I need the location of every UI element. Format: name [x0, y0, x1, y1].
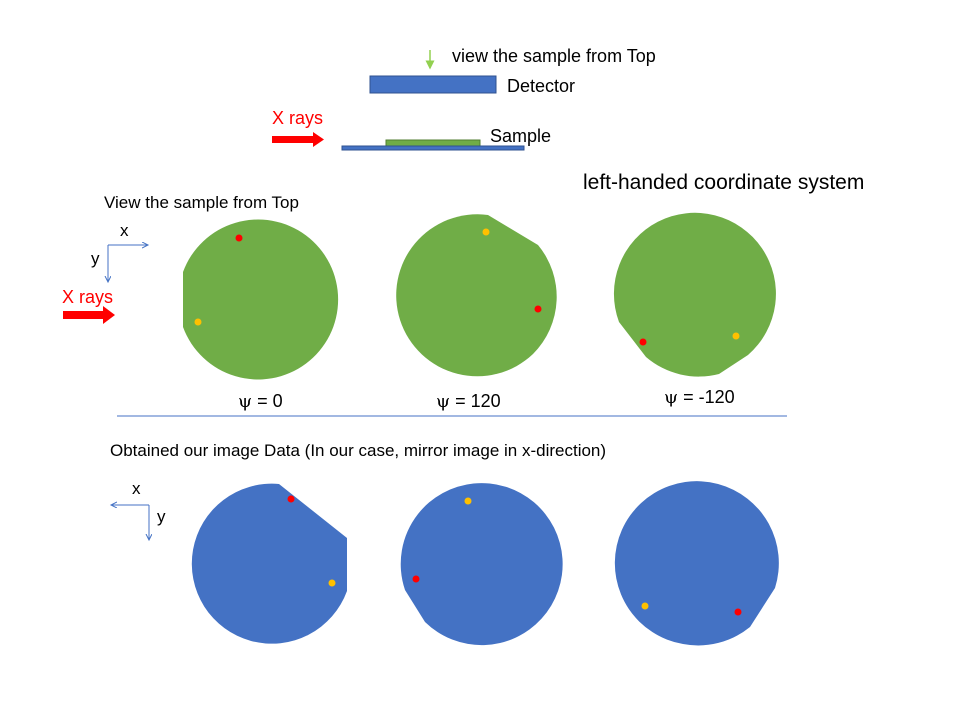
marker-dot-red — [734, 608, 742, 616]
marker-dot-yellow — [482, 228, 490, 236]
top-section-title: View the sample from Top — [104, 193, 299, 212]
psi-value: = 120 — [450, 391, 501, 411]
bottom-section-title: Obtained our image Data (In our case, mi… — [110, 441, 607, 460]
marker-dot-red — [287, 495, 295, 503]
coordinate-system-title: left-handed coordinate system — [583, 171, 865, 194]
bottom-axis-y-label: y — [157, 507, 166, 526]
bottom-axes — [111, 505, 149, 540]
detector-label: Detector — [507, 76, 576, 96]
axis-y-label: y — [91, 249, 100, 268]
xray-arrow-top — [272, 132, 324, 147]
psi-symbol: ψ — [664, 387, 679, 408]
image-disk-1 — [191, 483, 347, 644]
marker-dot-yellow — [732, 332, 740, 340]
xrays-label-top: X rays — [272, 108, 324, 128]
psi-value: = 0 — [252, 391, 283, 411]
marker-dot-red — [534, 305, 542, 313]
bottom-axis-x-label: x — [132, 479, 141, 498]
marker-dot-yellow — [194, 318, 202, 326]
psi-label-minus120: ψ = -120 — [664, 387, 735, 408]
marker-dot-yellow — [464, 497, 472, 505]
marker-dot-red — [639, 338, 647, 346]
xray-arrow-left — [63, 306, 115, 324]
sample-label: Sample — [490, 126, 552, 146]
detector-bar — [369, 75, 497, 94]
psi-value: = -120 — [678, 387, 735, 407]
image-disk-3 — [614, 481, 779, 646]
marker-dot-yellow — [328, 579, 336, 587]
marker-dot-yellow — [641, 602, 649, 610]
sample-disk-psi-120 — [396, 214, 557, 377]
sample-disk-psi-0 — [183, 219, 339, 380]
view-from-top-label: view the sample from Top — [452, 46, 656, 66]
xrays-label-left: X rays — [62, 287, 114, 307]
sample-disk-psi-minus120 — [613, 212, 776, 377]
axis-x-label: x — [120, 221, 129, 240]
sample-stage — [341, 145, 525, 151]
image-disk-2 — [400, 483, 563, 646]
psi-symbol: ψ — [238, 391, 253, 412]
top-axes — [108, 245, 148, 282]
psi-label-120: ψ = 120 — [436, 391, 501, 412]
sample-slab — [385, 139, 481, 147]
psi-symbol: ψ — [436, 391, 451, 412]
marker-dot-red — [235, 234, 243, 242]
marker-dot-red — [412, 575, 420, 583]
psi-label-0: ψ = 0 — [238, 391, 283, 412]
